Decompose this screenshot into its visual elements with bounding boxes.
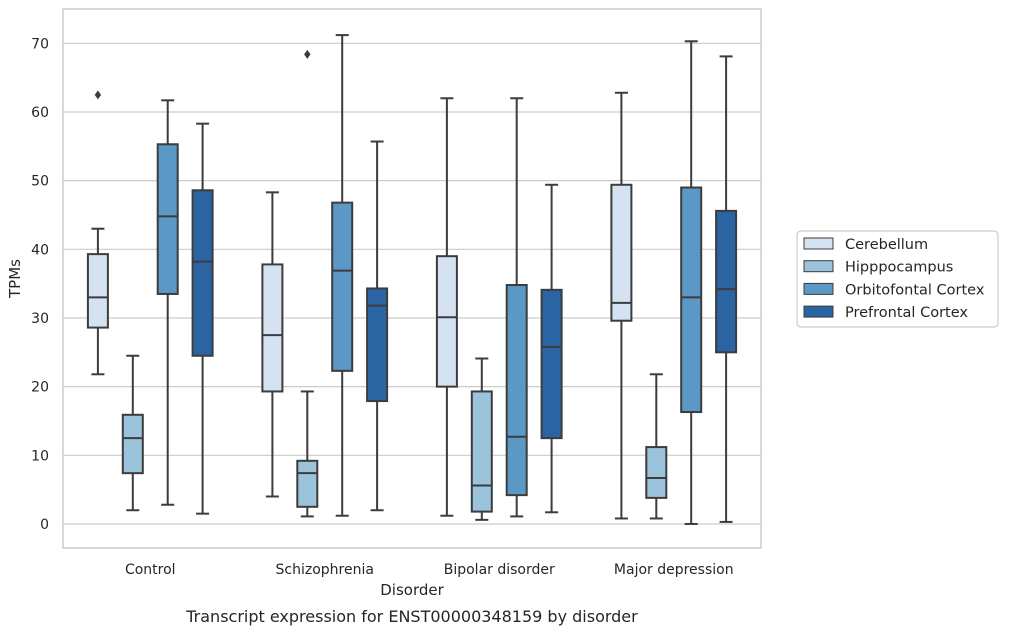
legend-swatch	[803, 237, 834, 250]
iqr-box	[610, 183, 633, 322]
box	[121, 354, 144, 512]
legend-swatch	[803, 260, 834, 273]
iqr-box	[435, 255, 458, 388]
legend-swatch	[803, 305, 834, 318]
y-tick-label: 20	[31, 380, 49, 396]
iqr-box	[191, 189, 214, 357]
legend-swatch	[803, 282, 834, 295]
chart-caption: Transcript expression for ENST0000034815…	[185, 607, 638, 626]
x-tick-label: Control	[125, 562, 176, 578]
grid-lines	[63, 42, 761, 525]
y-tick-label: 40	[31, 242, 49, 258]
iqr-box	[296, 459, 319, 508]
x-tick-label: Major depression	[614, 562, 734, 578]
iqr-box	[505, 284, 528, 497]
iqr-box	[156, 143, 179, 295]
legend-frame	[796, 230, 999, 328]
box	[610, 91, 633, 520]
outlier-point	[94, 90, 102, 100]
iqr-box	[261, 263, 284, 393]
y-tick-label: 60	[31, 105, 49, 121]
box	[86, 90, 109, 376]
legend: Cerebellum Hipppocampus Orbitofontal Corte…	[796, 230, 999, 328]
box	[296, 49, 319, 518]
y-tick-label: 30	[31, 311, 49, 327]
iqr-box	[715, 209, 738, 354]
tick-labels: 0 10 20 30 40 50 60 70 Control Schizophrenia Bipol…	[31, 36, 733, 578]
legend-label: Prefrontal Cortex	[845, 305, 968, 321]
legend-label: Hipppocampus	[845, 260, 953, 276]
box-elements	[86, 34, 738, 525]
legend-label: Orbitofontal Cortex	[845, 282, 985, 298]
y-tick-label: 10	[31, 448, 49, 464]
iqr-box	[86, 253, 109, 329]
box	[435, 97, 458, 517]
box	[505, 97, 528, 518]
x-tick-label: Schizophrenia	[276, 562, 374, 578]
iqr-box	[366, 287, 389, 403]
box	[680, 40, 703, 525]
y-tick-label: 70	[31, 36, 49, 52]
outlier-point	[304, 49, 311, 59]
x-axis-title: Disorder	[380, 581, 444, 599]
legend-item: Cerebellum	[803, 237, 928, 253]
y-axis-title: TPMs	[6, 259, 24, 299]
box	[366, 140, 389, 512]
legend-label: Cerebellum	[845, 237, 928, 253]
iqr-box	[331, 201, 354, 372]
box	[470, 357, 493, 521]
box	[191, 122, 214, 515]
box	[156, 99, 179, 506]
plot-frame	[62, 8, 762, 549]
y-tick-label: 0	[40, 517, 49, 533]
box	[715, 55, 738, 523]
box	[261, 191, 284, 498]
iqr-box	[121, 413, 144, 475]
box	[540, 183, 563, 514]
iqr-box	[540, 288, 563, 440]
legend-item: Prefrontal Cortex	[803, 305, 968, 321]
box	[645, 373, 668, 520]
legend-item: Hipppocampus	[803, 260, 953, 276]
box	[331, 34, 354, 517]
x-tick-label: Bipolar disorder	[444, 562, 555, 578]
iqr-box	[680, 186, 703, 414]
y-tick-label: 50	[31, 174, 49, 190]
iqr-box	[645, 446, 668, 499]
legend-item: Orbitofontal Cortex	[803, 282, 985, 298]
iqr-box	[470, 390, 493, 513]
